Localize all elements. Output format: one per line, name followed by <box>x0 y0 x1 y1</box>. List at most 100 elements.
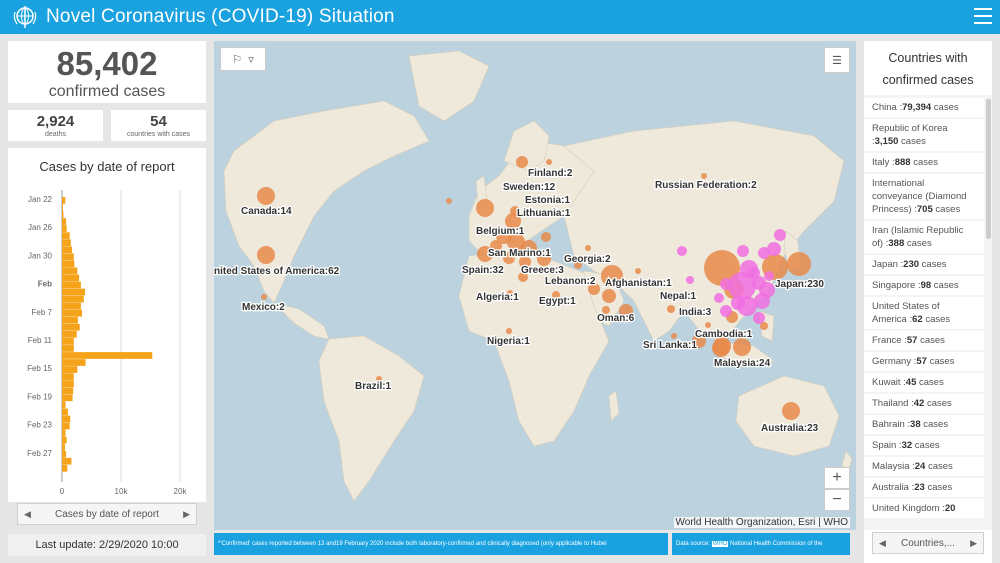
case-circle[interactable] <box>758 247 770 259</box>
chart-bar[interactable] <box>62 401 66 409</box>
chart-bar[interactable] <box>62 422 70 430</box>
country-list-item[interactable]: Australia :23 cases <box>864 478 984 497</box>
chart-bar[interactable] <box>62 204 63 211</box>
case-circle[interactable] <box>516 156 528 168</box>
case-circle[interactable] <box>619 304 633 318</box>
country-list-item[interactable]: United Kingdom :20 <box>864 499 984 518</box>
case-circle[interactable] <box>686 276 694 284</box>
chart-bar[interactable] <box>62 302 81 310</box>
chart-bar[interactable] <box>62 253 74 261</box>
country-list-item[interactable]: Malaysia :24 cases <box>864 457 984 476</box>
case-circle[interactable] <box>774 229 786 241</box>
country-list-item[interactable]: France :57 cases <box>864 331 984 350</box>
chart-prev-arrow-icon[interactable]: ◀ <box>24 508 31 519</box>
country-list-item[interactable]: Thailand :42 cases <box>864 394 984 413</box>
country-list-item[interactable]: China :79,394 cases <box>864 98 984 117</box>
hamburger-menu-icon[interactable] <box>974 8 992 24</box>
flag-tool-icon[interactable]: ⚐ <box>232 53 243 66</box>
chart-bar[interactable] <box>62 218 67 225</box>
chart-bar[interactable] <box>62 380 74 388</box>
case-circle[interactable] <box>677 246 687 256</box>
chart-bar[interactable] <box>62 387 74 395</box>
case-circle[interactable] <box>720 278 732 290</box>
case-circle[interactable] <box>728 272 756 300</box>
chart-bar[interactable] <box>62 288 86 296</box>
world-map[interactable]: Finland:2 Sweden:12 Russian Federation:2 Es… <box>214 41 856 530</box>
chart-bar[interactable] <box>62 338 74 345</box>
country-list-item[interactable]: Singapore :98 cases <box>864 276 984 295</box>
zoom-out-button[interactable]: − <box>824 489 850 511</box>
chart-bar[interactable] <box>62 239 71 247</box>
case-circle[interactable] <box>671 333 677 339</box>
case-circle[interactable] <box>760 322 768 330</box>
chart-bar[interactable] <box>62 443 65 451</box>
list-next-arrow-icon[interactable]: ▶ <box>970 537 977 548</box>
case-circle[interactable] <box>731 296 745 310</box>
chart-bar[interactable] <box>62 366 78 373</box>
chart-bar[interactable] <box>62 359 86 366</box>
case-circle[interactable] <box>257 246 275 264</box>
case-circle[interactable] <box>635 268 641 274</box>
zoom-in-button[interactable]: + <box>824 467 850 489</box>
case-circle[interactable] <box>667 305 675 313</box>
case-circle[interactable] <box>521 240 537 256</box>
country-list-item[interactable]: Japan :230 cases <box>864 255 984 274</box>
map-layer-tool[interactable]: ⚐ ▿ <box>220 47 266 71</box>
case-circle[interactable] <box>546 159 552 165</box>
chart-bar[interactable] <box>62 457 72 465</box>
chart-bar[interactable] <box>62 429 66 437</box>
chart-bar[interactable] <box>62 352 153 359</box>
case-circle[interactable] <box>507 290 513 296</box>
list-prev-arrow-icon[interactable]: ◀ <box>879 537 886 548</box>
chart-bar[interactable] <box>62 267 78 275</box>
chart-bar[interactable] <box>62 225 67 232</box>
case-circle[interactable] <box>537 252 551 266</box>
country-list[interactable]: China :79,394 cases Republic of Korea :3,… <box>864 98 992 518</box>
case-circle[interactable] <box>704 250 740 286</box>
chart-bar[interactable] <box>62 345 74 352</box>
chart-bar[interactable] <box>62 246 73 254</box>
case-circle[interactable] <box>782 402 800 420</box>
chart-bar[interactable] <box>62 464 68 472</box>
case-circle[interactable] <box>552 291 560 299</box>
chart-bar[interactable] <box>62 415 71 423</box>
country-list-item[interactable]: Kuwait :45 cases <box>864 373 984 392</box>
country-list-item[interactable]: Germany :57 cases <box>864 352 984 371</box>
country-list-item[interactable]: International conveyance (Diamond Prince… <box>864 174 984 219</box>
case-circle[interactable] <box>446 198 452 204</box>
case-circle[interactable] <box>787 252 811 276</box>
chart-bar[interactable] <box>62 394 73 402</box>
chart-bar[interactable] <box>62 408 68 416</box>
chart-bar[interactable] <box>62 295 84 303</box>
chart-bar[interactable] <box>62 281 81 289</box>
chart-bar[interactable] <box>62 373 74 380</box>
case-circle[interactable] <box>602 306 610 314</box>
case-circle[interactable] <box>518 272 528 282</box>
case-circle[interactable] <box>737 245 749 257</box>
case-circle[interactable] <box>748 267 760 279</box>
case-circle[interactable] <box>477 246 493 262</box>
chart-bar[interactable] <box>62 260 75 268</box>
case-circle[interactable] <box>574 261 582 269</box>
chevron-down-icon[interactable]: ▿ <box>248 53 254 66</box>
case-circle[interactable] <box>490 240 502 252</box>
chart-bar[interactable] <box>62 211 64 218</box>
case-circle[interactable] <box>712 339 730 357</box>
chart-bar[interactable] <box>62 330 77 338</box>
case-circle[interactable] <box>733 338 751 356</box>
chart-bar[interactable] <box>62 309 83 317</box>
chart-next-arrow-icon[interactable]: ▶ <box>183 508 190 519</box>
country-list-item[interactable]: Bahrain :38 cases <box>864 415 984 434</box>
case-circle[interactable] <box>759 282 775 298</box>
case-circle[interactable] <box>261 294 267 300</box>
chart-bar[interactable] <box>62 323 80 331</box>
case-circle[interactable] <box>506 328 512 334</box>
country-list-scrollbar[interactable] <box>986 99 991 239</box>
case-circle[interactable] <box>685 293 691 299</box>
chart-bar[interactable] <box>62 450 67 458</box>
country-list-item[interactable]: United States of America :62 cases <box>864 297 984 329</box>
case-circle[interactable] <box>257 187 275 205</box>
case-circle[interactable] <box>507 233 525 251</box>
case-circle[interactable] <box>601 265 623 287</box>
case-circle[interactable] <box>585 245 591 251</box>
